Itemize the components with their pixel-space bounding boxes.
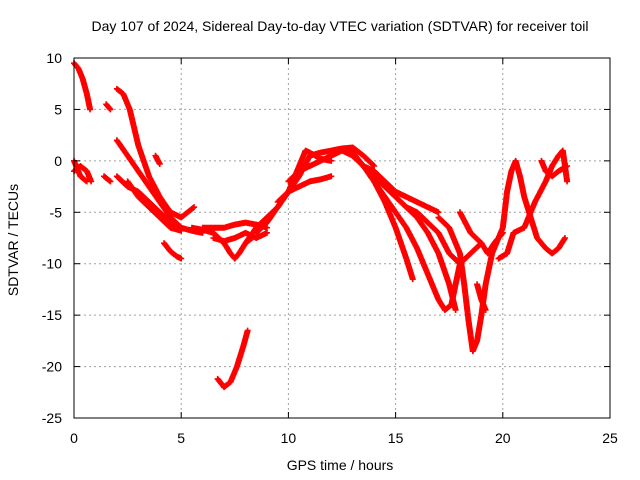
data-point xyxy=(561,235,568,241)
data-point xyxy=(435,209,442,216)
chart-title: Day 107 of 2024, Sidereal Day-to-day VTE… xyxy=(92,18,589,34)
x-axis: 0 5 10 15 20 25 xyxy=(70,58,618,446)
data-point xyxy=(106,105,113,112)
data-point xyxy=(498,230,505,237)
data-point xyxy=(328,157,335,164)
data-point xyxy=(482,307,489,313)
y-tick-label: 10 xyxy=(46,50,62,66)
x-tick-label: 0 xyxy=(70,430,78,446)
data-point xyxy=(499,229,506,236)
data-point xyxy=(189,205,196,211)
data-point xyxy=(107,106,114,113)
data-point xyxy=(564,178,571,185)
data-point xyxy=(178,255,185,262)
data-point xyxy=(263,229,270,236)
data-point xyxy=(156,160,163,167)
data-point xyxy=(87,106,94,113)
x-tick-label: 25 xyxy=(602,430,618,446)
x-tick-label: 15 xyxy=(388,430,404,446)
y-tick-label: -20 xyxy=(42,359,62,375)
y-tick-label: -10 xyxy=(42,256,62,272)
data-point xyxy=(409,276,416,283)
data-point xyxy=(244,327,251,334)
data-point xyxy=(452,307,459,313)
y-axis: 10 5 0 -5 -10 -15 -20 -25 xyxy=(42,50,610,426)
data-point xyxy=(83,178,90,185)
data-point xyxy=(328,173,335,180)
y-tick-label: -5 xyxy=(50,204,63,220)
x-tick-label: 5 xyxy=(177,430,185,446)
data-point xyxy=(191,204,198,211)
y-tick-label: -15 xyxy=(42,307,62,323)
x-axis-label: GPS time / hours xyxy=(287,457,394,473)
grid-lines xyxy=(74,58,610,418)
data-point xyxy=(370,162,377,169)
data-point xyxy=(564,163,571,169)
y-axis-label: SDTVAR / TECUs xyxy=(5,184,21,296)
data-point xyxy=(107,178,114,185)
y-tick-label: 5 xyxy=(54,101,62,117)
data-point xyxy=(82,177,89,184)
y-tick-label: 0 xyxy=(54,153,62,169)
plot-frame xyxy=(73,57,611,419)
y-tick-label: -25 xyxy=(42,410,62,426)
data-point xyxy=(371,163,378,169)
data-point xyxy=(106,177,113,184)
data-point xyxy=(178,227,185,234)
x-tick-label: 20 xyxy=(495,430,511,446)
x-tick-label: 10 xyxy=(281,430,297,446)
